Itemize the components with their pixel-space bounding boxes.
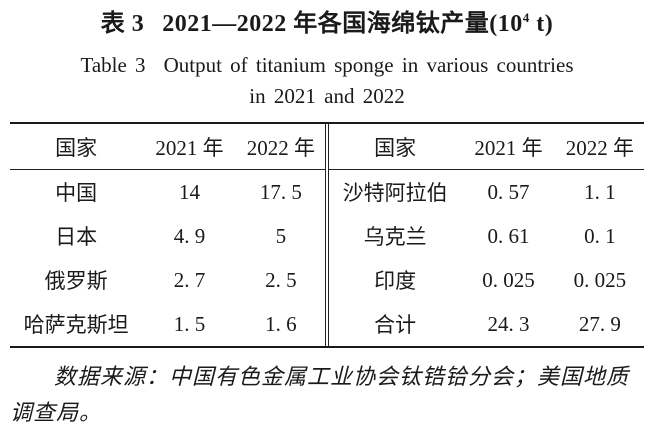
table-row: 乌克兰 0. 61 0. 1	[329, 214, 644, 258]
table-right-header-row: 国家 2021 年 2022 年	[329, 124, 644, 170]
cell-2022: 5	[275, 223, 287, 248]
table-row: 合计 24. 3 27. 9	[329, 302, 644, 346]
cell-country: 乌克兰	[363, 225, 427, 249]
cell-2022: 17. 5	[259, 179, 302, 204]
cell-2022: 2. 5	[265, 267, 297, 292]
header-2022: 2022 年	[555, 124, 644, 170]
table-right: 国家 2021 年 2022 年 沙特阿拉伯 0. 57 1. 1 乌克兰 0.…	[329, 124, 644, 346]
cell-country: 中国	[55, 181, 98, 205]
table-row: 日本 4. 9 5	[10, 214, 325, 258]
cell-country: 印度	[374, 269, 417, 293]
table-left-header-row: 国家 2021 年 2022 年	[10, 124, 325, 170]
table-row: 哈萨克斯坦 1. 5 1. 6	[10, 302, 325, 346]
table-label-zh: 表 3	[100, 11, 145, 37]
cell-2022: 1. 6	[265, 311, 297, 336]
data-source-note: 数据来源：中国有色金属工业协会钛锆铪分会；美国地质调查局。	[10, 364, 630, 425]
cell-2021: 0. 61	[487, 223, 530, 248]
table-title-en: Table 3 Output of titanium sponge in vari…	[8, 50, 646, 112]
cell-2021: 0. 57	[487, 179, 530, 204]
cell-2021: 14	[179, 179, 201, 204]
cell-2022: 1. 1	[584, 179, 616, 204]
table-row: 中国 14 17. 5	[10, 170, 325, 215]
cell-country: 日本	[55, 225, 98, 249]
table-title-zh: 表 3 2021—2022 年各国海绵钛产量(104 t)	[8, 8, 646, 40]
cell-country: 合计	[374, 313, 417, 337]
table-label-en: Table 3	[80, 53, 146, 77]
header-2021: 2021 年	[142, 124, 237, 170]
table-title-zh-post: t)	[529, 11, 554, 37]
cell-country: 俄罗斯	[44, 269, 108, 293]
title-superscript: 4	[522, 10, 530, 25]
table-row: 印度 0. 025 0. 025	[329, 258, 644, 302]
header-2022: 2022 年	[236, 124, 325, 170]
table-title-zh-pre: 2021—2022 年各国海绵钛产量(10	[162, 11, 523, 37]
table-row: 俄罗斯 2. 7 2. 5	[10, 258, 325, 302]
cell-2022: 0. 1	[584, 223, 616, 248]
table-title-en-line2: in 2021 and 2022	[249, 84, 405, 108]
table-left: 国家 2021 年 2022 年 中国 14 17. 5 日本 4. 9 5 俄…	[10, 124, 325, 346]
header-2021: 2021 年	[461, 124, 556, 170]
cell-2021: 24. 3	[487, 311, 530, 336]
cell-2021: 0. 025	[482, 267, 535, 292]
cell-2021: 1. 5	[173, 311, 206, 336]
cell-country: 沙特阿拉伯	[342, 181, 448, 205]
cell-2022: 27. 9	[578, 311, 621, 336]
table-divider	[325, 124, 329, 346]
data-table: 国家 2021 年 2022 年 中国 14 17. 5 日本 4. 9 5 俄…	[10, 122, 644, 348]
cell-2021: 2. 7	[173, 267, 206, 292]
table-row: 沙特阿拉伯 0. 57 1. 1	[329, 170, 644, 215]
cell-country: 哈萨克斯坦	[23, 313, 129, 337]
header-country: 国家	[329, 124, 462, 170]
table-title-en-text: Output of titanium sponge in various cou…	[163, 53, 574, 77]
cell-2021: 4. 9	[173, 223, 206, 248]
table-title-en-line1: Table 3 Output of titanium sponge in vari…	[8, 50, 646, 81]
header-country: 国家	[10, 124, 143, 170]
cell-2022: 0. 025	[573, 267, 627, 292]
